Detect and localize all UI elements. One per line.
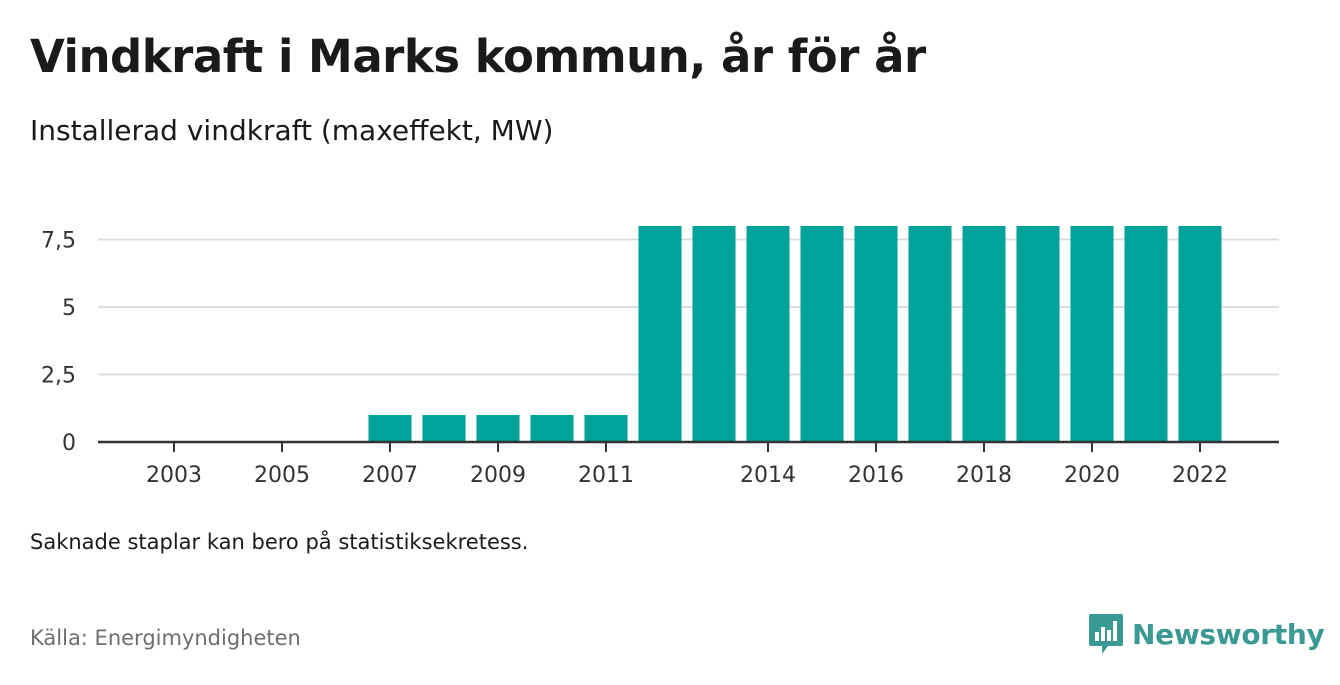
newsworthy-logo-text: Newsworthy [1132, 617, 1325, 651]
y-tick-label: 5 [62, 296, 76, 321]
axes: 0 2,5 5 7,5 2003 2005 2007 2009 2011 2014 2016 2018… [41, 229, 1279, 488]
x-tick-label: 2003 [146, 463, 202, 488]
bar [854, 226, 898, 442]
bar [530, 415, 574, 442]
bar [1178, 226, 1222, 442]
x-tick-label: 2020 [1064, 463, 1120, 488]
chart-title: Vindkraft i Marks kommun, år för år [30, 30, 926, 83]
bars [368, 226, 1222, 442]
y-tick-label: 0 [62, 431, 76, 456]
source-label: Källa: Energimyndigheten [30, 626, 301, 650]
x-tick-label: 2007 [362, 463, 418, 488]
bar [692, 226, 736, 442]
newsworthy-logo: Newsworthy [1088, 612, 1325, 656]
y-tick-label: 2,5 [41, 364, 76, 389]
bar [638, 226, 682, 442]
chart-subtitle: Installerad vindkraft (maxeffekt, MW) [30, 114, 554, 147]
bar [368, 415, 412, 442]
bar [1124, 226, 1168, 442]
bar [1070, 226, 1114, 442]
footnote: Saknade staplar kan bero på statistiksek… [30, 530, 529, 554]
bar [476, 415, 520, 442]
x-tick-label: 2011 [578, 463, 634, 488]
bar [962, 226, 1006, 442]
bar [1016, 226, 1060, 442]
x-tick-label: 2022 [1172, 463, 1228, 488]
y-tick-label: 7,5 [41, 229, 76, 254]
newsworthy-logo-icon [1089, 614, 1123, 654]
x-tick-label: 2009 [470, 463, 526, 488]
x-tick-label: 2018 [956, 463, 1012, 488]
x-tick-label: 2016 [848, 463, 904, 488]
bar [746, 226, 790, 442]
x-tick-label: 2005 [254, 463, 310, 488]
bar-chart: 0 2,5 5 7,5 2003 2005 2007 2009 2011 2014 2016 2018… [41, 226, 1279, 488]
bar [908, 226, 952, 442]
bar [422, 415, 466, 442]
x-tick-label: 2014 [740, 463, 796, 488]
bar [800, 226, 844, 442]
bar [584, 415, 628, 442]
